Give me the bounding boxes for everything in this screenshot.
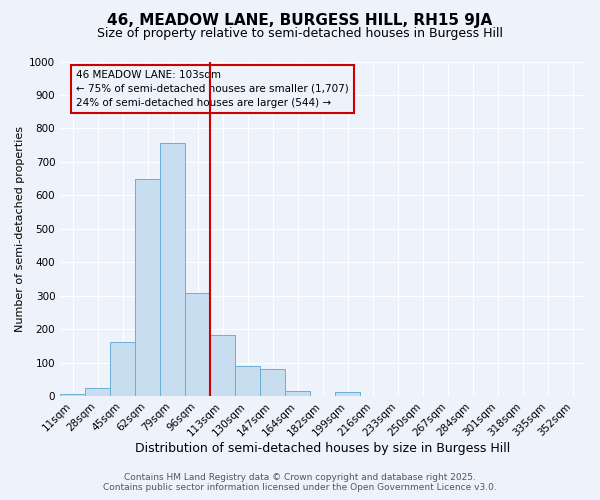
Text: 46, MEADOW LANE, BURGESS HILL, RH15 9JA: 46, MEADOW LANE, BURGESS HILL, RH15 9JA bbox=[107, 12, 493, 28]
Text: 46 MEADOW LANE: 103sqm
← 75% of semi-detached houses are smaller (1,707)
24% of : 46 MEADOW LANE: 103sqm ← 75% of semi-det… bbox=[76, 70, 349, 108]
Bar bbox=[260, 370, 285, 396]
Bar bbox=[160, 144, 185, 396]
Bar bbox=[235, 366, 260, 396]
Bar bbox=[210, 335, 235, 396]
Text: Size of property relative to semi-detached houses in Burgess Hill: Size of property relative to semi-detach… bbox=[97, 28, 503, 40]
Bar bbox=[110, 342, 135, 396]
X-axis label: Distribution of semi-detached houses by size in Burgess Hill: Distribution of semi-detached houses by … bbox=[135, 442, 510, 455]
Text: Contains HM Land Registry data © Crown copyright and database right 2025.
Contai: Contains HM Land Registry data © Crown c… bbox=[103, 473, 497, 492]
Y-axis label: Number of semi-detached properties: Number of semi-detached properties bbox=[15, 126, 25, 332]
Bar bbox=[85, 388, 110, 396]
Bar bbox=[135, 180, 160, 396]
Bar bbox=[335, 392, 360, 396]
Bar bbox=[285, 391, 310, 396]
Bar bbox=[185, 294, 210, 396]
Bar bbox=[60, 394, 85, 396]
